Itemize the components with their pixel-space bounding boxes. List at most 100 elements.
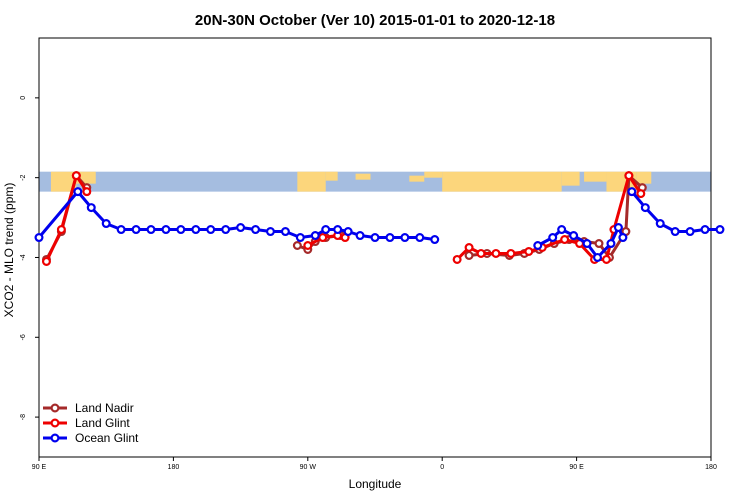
data-point bbox=[333, 225, 343, 235]
data-point bbox=[715, 225, 725, 235]
land-blob bbox=[424, 171, 443, 178]
x-axis-label: Longitude bbox=[349, 477, 402, 491]
land-blob bbox=[355, 173, 371, 180]
data-point bbox=[569, 231, 579, 241]
data-point bbox=[400, 233, 410, 243]
data-point bbox=[34, 233, 44, 243]
data-point bbox=[321, 225, 331, 235]
y-axis-label: XCO2 - MLO trend (ppm) bbox=[2, 183, 16, 318]
data-point bbox=[131, 225, 141, 235]
axis-ticks: 90 E 180 90 W 0 90 E 180 0 -2 -4 -6 -8 bbox=[20, 96, 717, 471]
data-point bbox=[640, 203, 650, 213]
data-point bbox=[221, 225, 231, 235]
data-point bbox=[624, 171, 634, 181]
land-blob bbox=[76, 171, 96, 184]
x-tick-label: 90 E bbox=[569, 464, 584, 471]
legend-marker bbox=[50, 433, 60, 443]
map-band bbox=[39, 171, 711, 192]
data-point bbox=[146, 225, 156, 235]
data-point bbox=[627, 187, 637, 197]
land-blob bbox=[561, 171, 580, 186]
series-ocean-glint bbox=[34, 187, 725, 262]
data-point bbox=[618, 233, 628, 243]
legend-marker bbox=[50, 418, 60, 428]
legend-label: Land Glint bbox=[75, 416, 130, 430]
data-point bbox=[303, 241, 313, 251]
land-blob bbox=[50, 171, 77, 192]
data-point bbox=[670, 227, 680, 237]
x-tick-label: 0 bbox=[440, 464, 444, 471]
data-point bbox=[101, 219, 111, 229]
data-point bbox=[295, 233, 305, 243]
legend-label: Ocean Glint bbox=[75, 431, 139, 445]
data-point bbox=[56, 225, 66, 235]
data-point bbox=[385, 233, 395, 243]
land-blob bbox=[636, 171, 652, 184]
land-blob bbox=[584, 171, 607, 182]
data-point bbox=[606, 239, 616, 249]
data-point bbox=[265, 227, 275, 237]
data-point bbox=[71, 171, 81, 181]
chart-title: 20N-30N October (Ver 10) 2015-01-01 to 2… bbox=[195, 12, 555, 29]
data-point bbox=[370, 233, 380, 243]
y-tick-label: -2 bbox=[20, 174, 27, 180]
data-point bbox=[613, 223, 623, 233]
data-point bbox=[251, 225, 261, 235]
data-point bbox=[506, 248, 516, 258]
data-point bbox=[176, 225, 186, 235]
data-point bbox=[292, 241, 302, 251]
land-blob bbox=[297, 171, 326, 192]
data-point bbox=[355, 231, 365, 241]
data-point bbox=[557, 225, 567, 235]
data-point bbox=[161, 225, 171, 235]
data-point bbox=[700, 225, 710, 235]
data-point bbox=[476, 248, 486, 258]
y-tick-label: 0 bbox=[20, 96, 27, 100]
data-point bbox=[73, 187, 83, 197]
series-layer bbox=[34, 171, 725, 266]
x-tick-label: 90 E bbox=[32, 464, 47, 471]
data-point bbox=[601, 254, 611, 264]
data-point bbox=[636, 189, 646, 199]
data-point bbox=[593, 252, 603, 262]
data-point bbox=[464, 250, 474, 260]
x-tick-label: 90 W bbox=[300, 464, 317, 471]
data-point bbox=[310, 231, 320, 241]
data-point bbox=[655, 219, 665, 229]
plot-frame bbox=[38, 37, 712, 458]
data-point bbox=[41, 256, 51, 266]
data-point bbox=[415, 233, 425, 243]
series-line bbox=[37, 190, 435, 241]
data-point bbox=[582, 239, 592, 249]
y-tick-label: -4 bbox=[20, 254, 27, 260]
data-point bbox=[548, 233, 558, 243]
y-tick-label: -6 bbox=[20, 334, 27, 340]
land-blob bbox=[409, 175, 425, 182]
data-point bbox=[430, 235, 440, 245]
y-tick-label: -8 bbox=[20, 414, 27, 420]
land-blob bbox=[442, 171, 562, 192]
data-point bbox=[533, 241, 543, 251]
data-point bbox=[82, 187, 92, 197]
legend-label: Land Nadir bbox=[75, 401, 134, 415]
data-point bbox=[280, 227, 290, 237]
x-tick-label: 180 bbox=[168, 464, 180, 471]
data-point bbox=[452, 254, 462, 264]
x-tick-label: 180 bbox=[705, 464, 717, 471]
data-point bbox=[685, 227, 695, 237]
data-point bbox=[491, 248, 501, 258]
data-point bbox=[560, 235, 570, 245]
data-point bbox=[236, 223, 246, 233]
data-point bbox=[343, 227, 353, 237]
land-blob bbox=[325, 171, 338, 181]
data-point bbox=[116, 225, 126, 235]
legend-marker bbox=[50, 403, 60, 413]
data-point bbox=[206, 225, 216, 235]
data-point bbox=[524, 246, 534, 256]
data-point bbox=[594, 239, 604, 249]
data-point bbox=[86, 203, 96, 213]
data-point bbox=[318, 233, 328, 243]
data-point bbox=[191, 225, 201, 235]
